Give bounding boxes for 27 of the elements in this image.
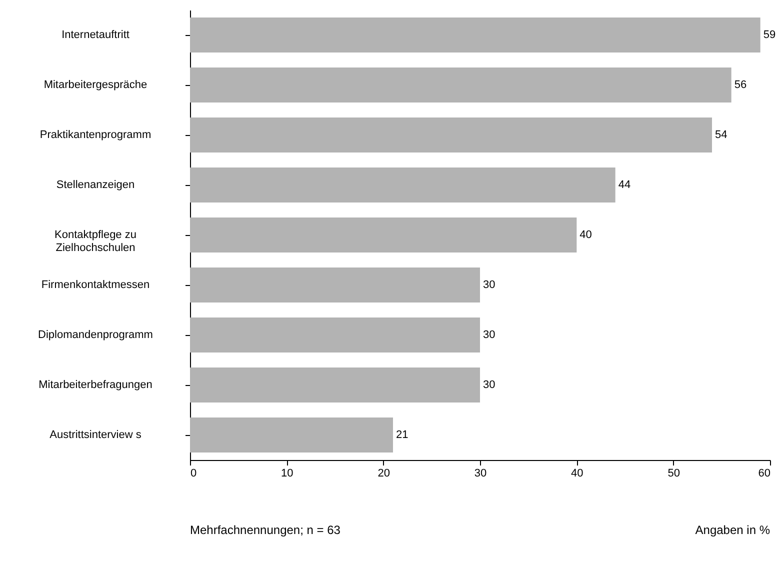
x-tick-label: 10 <box>281 468 294 480</box>
data-label: 30 <box>483 329 496 341</box>
y-tick-label: Praktikantenprogramm <box>40 129 152 141</box>
y-tick-label: Stellenanzeigen <box>56 179 135 191</box>
y-tick-label: Diplomandenprogramm <box>38 329 153 341</box>
data-label: 21 <box>396 429 408 441</box>
data-label: 56 <box>734 79 747 91</box>
data-label: 30 <box>483 379 496 391</box>
data-label: 59 <box>763 29 776 41</box>
y-tick-label: Mitarbeiterbefragungen <box>38 379 152 391</box>
data-label: 54 <box>715 129 728 141</box>
x-tick-label: 0 <box>190 468 197 480</box>
y-tick-label: Kontaktpflege zu Zielhochschulen <box>54 229 136 254</box>
y-tick-label: Austrittsinterview s <box>50 429 142 441</box>
data-label: 40 <box>580 229 592 241</box>
y-tick-label: Internetauftritt <box>62 29 130 41</box>
x-tick-label: 40 <box>571 468 584 480</box>
y-tick-label: Mitarbeitergespräche <box>44 79 148 91</box>
text: Angaben in % <box>695 523 770 537</box>
x-tick-label: 30 <box>474 468 487 480</box>
x-tick-label: 50 <box>668 468 680 480</box>
data-label: 30 <box>483 279 496 291</box>
text: Mehrfachnennungen; n = 63 <box>190 523 341 537</box>
x-tick-label: 60 <box>758 468 770 480</box>
x-tick-label: 20 <box>378 468 390 480</box>
y-tick-label: Firmenkontaktmessen <box>41 279 150 291</box>
data-label: 44 <box>618 179 631 191</box>
